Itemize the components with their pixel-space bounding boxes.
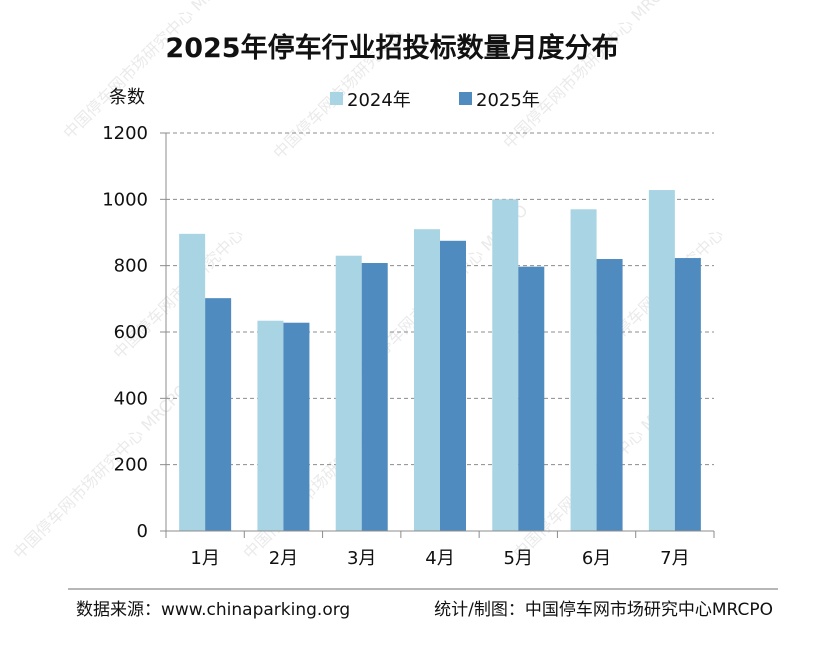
legend-swatch <box>330 92 343 105</box>
y-axis-ticks: 0 200 400 600 800 1000 1200 <box>102 123 167 542</box>
x-tick-label: 1月 <box>190 548 219 569</box>
chart-title: 2025年停车行业招投标数量月度分布 <box>165 32 618 64</box>
bar-series1 <box>257 320 284 531</box>
legend-label: 2024年 <box>347 90 411 111</box>
x-axis: 1月 2月 3月 4月 5月 6月 7月 <box>165 530 715 569</box>
y-tick-label: 200 <box>114 455 148 476</box>
watermark-text: 中国停车网市场研究中心 MRCPO <box>59 0 241 143</box>
legend: 2024年 2025年 <box>330 90 540 111</box>
bar-series1 <box>492 199 519 532</box>
y-tick-label: 800 <box>114 256 148 277</box>
x-tick-label: 6月 <box>582 548 611 569</box>
x-tick-label: 4月 <box>425 548 454 569</box>
bar-series2 <box>361 263 388 531</box>
y-tick-label: 1000 <box>102 189 148 210</box>
y-tick-label: 400 <box>114 388 148 409</box>
y-tick-label: 600 <box>114 322 148 343</box>
x-tick-label: 2月 <box>269 548 298 569</box>
bar-series1 <box>648 190 675 531</box>
x-tick-label: 3月 <box>347 548 376 569</box>
bar-series2 <box>596 259 623 531</box>
bar-series2 <box>205 298 232 531</box>
x-tick-label: 7月 <box>660 548 689 569</box>
watermark-text: 中国停车网市场研究中心 MRCPO <box>9 381 191 563</box>
legend-label: 2025年 <box>476 90 540 111</box>
bar-series1 <box>570 209 597 532</box>
bars <box>179 190 701 532</box>
bar-series2 <box>518 266 545 531</box>
bar-series2 <box>674 258 701 531</box>
y-tick-label: 1200 <box>102 123 148 144</box>
y-axis-label: 条数 <box>109 87 145 108</box>
footer-source: 数据来源：www.chinaparking.org <box>76 600 350 620</box>
bar-series1 <box>414 229 440 531</box>
bar-series2 <box>440 240 466 531</box>
watermark-text: 中国停车网市场研究中心 MRCPO <box>499 0 681 153</box>
legend-swatch <box>459 92 472 105</box>
x-tick-label: 5月 <box>504 548 533 569</box>
y-tick-label: 0 <box>137 521 148 542</box>
bar-series1 <box>179 233 206 531</box>
footer-credit: 统计/制图：中国停车网市场研究中心MRCPO <box>434 600 773 620</box>
bar-series1 <box>335 255 362 531</box>
bar-series2 <box>283 322 310 531</box>
